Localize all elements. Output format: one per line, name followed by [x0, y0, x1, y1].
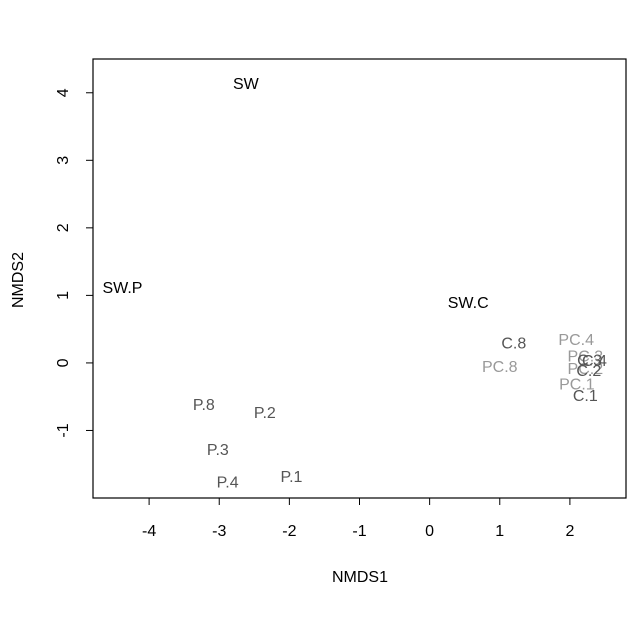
y-tick-label: 3: [55, 156, 72, 165]
y-tick-label: 1: [55, 291, 72, 300]
point-label-c-8: C.8: [501, 336, 526, 353]
point-label-pc-4: PC.4: [558, 332, 594, 349]
y-tick-label: 0: [55, 358, 72, 367]
y-tick-label: 2: [55, 223, 72, 232]
y-tick-label: -1: [55, 423, 72, 437]
point-label-sw: SW: [233, 76, 260, 93]
point-label-p-3: P.3: [207, 442, 229, 459]
point-label-sw-c: SW.C: [448, 295, 489, 312]
point-label-p-8: P.8: [193, 397, 215, 414]
x-axis-title: NMDS1: [332, 569, 388, 586]
point-label-p-4: P.4: [217, 475, 239, 492]
point-label-sw-p: SW.P: [102, 280, 142, 297]
y-tick-label: 4: [55, 88, 72, 97]
y-axis-title: NMDS2: [10, 252, 27, 308]
x-tick-label: -2: [282, 523, 296, 540]
x-tick-label: -4: [142, 523, 156, 540]
x-tick-label: 2: [565, 523, 574, 540]
x-tick-label: 1: [495, 523, 504, 540]
point-label-c-1: C.1: [573, 388, 598, 405]
point-label-p-1: P.1: [280, 469, 302, 486]
x-tick-label: 0: [425, 523, 434, 540]
x-tick-label: -1: [352, 523, 366, 540]
x-tick-label: -3: [212, 523, 226, 540]
point-label-c-2: C.2: [576, 363, 601, 380]
point-label-pc-8: PC.8: [482, 359, 518, 376]
point-label-p-2: P.2: [254, 405, 276, 422]
